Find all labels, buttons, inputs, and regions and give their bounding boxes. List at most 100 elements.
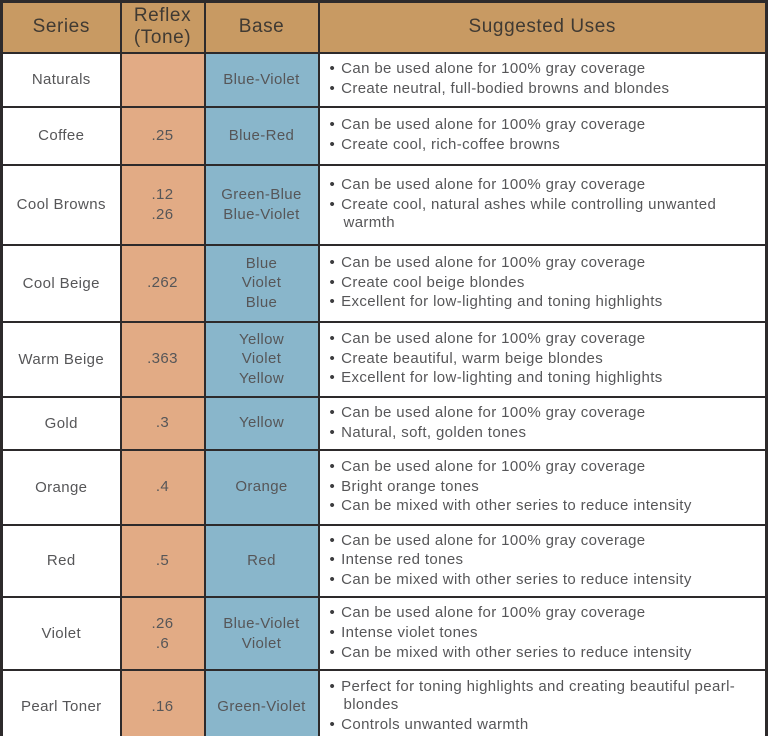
reflex-value: .363 (147, 350, 178, 368)
table-header: Series Reflex (Tone) Base Suggested Uses (0, 0, 768, 54)
base-cell: Yellow (203, 395, 320, 451)
reflex-tone-cell: .5 (119, 523, 206, 599)
base-value: Orange (235, 478, 288, 496)
reflex-value: .3 (155, 414, 170, 432)
uses-list: Can be used alone for 100% gray coverage… (330, 532, 758, 591)
use-item: Create cool, rich-coffee browns (330, 136, 758, 155)
use-item: Can be used alone for 100% gray coverage (330, 532, 758, 551)
base-value: Red (247, 552, 276, 570)
series-cell: Naturals (0, 51, 122, 108)
reflex-tone-cell: .26.6 (119, 596, 206, 672)
base-value: Yellow (238, 414, 285, 432)
uses-list: Can be used alone for 100% gray coverage… (330, 60, 758, 99)
series-cell: Cool Browns (0, 163, 122, 246)
reflex-value: .16 (151, 697, 174, 715)
base-value: Blue-Violet (223, 615, 300, 633)
table-row: Orange .4 Orange Can be used alone for 100%… (0, 448, 768, 526)
table-row: Cool Browns.12.26Green-BlueBlue-VioletCa… (0, 163, 768, 246)
use-item: Create cool beige blondes (330, 274, 758, 293)
uses-list: Perfect for toning highlights and creati… (330, 678, 758, 736)
base-value: Blue-Red (228, 126, 295, 144)
base-value: Violet (241, 350, 282, 368)
base-cell: Red (203, 523, 320, 599)
reflex-tone-cell: .12.26 (119, 163, 206, 246)
series-cell: Warm Beige (0, 320, 122, 398)
use-item: Can be used alone for 100% gray coverage (330, 176, 758, 195)
suggested-uses-cell: Can be used alone for 100% gray coverage… (317, 596, 768, 672)
series-cell: Cool Beige (0, 243, 122, 323)
table-row: Cool Beige.262BlueVioletBlueCan be used … (0, 243, 768, 323)
use-item: Can be used alone for 100% gray coverage (330, 254, 758, 273)
reflex-tone-cell: .363 (119, 320, 206, 398)
base-cell: Blue-Violet (203, 51, 320, 108)
reflex-tone-cell: .4 (119, 448, 206, 526)
series-cell: Red (0, 523, 122, 599)
use-item: Can be used alone for 100% gray coverage (330, 458, 758, 477)
base-value: Blue-Violet (223, 70, 300, 88)
use-item: Can be used alone for 100% gray coverage (330, 404, 758, 423)
suggested-uses-cell: Can be used alone for 100% gray coverage… (317, 523, 768, 599)
uses-list: Can be used alone for 100% gray coverage… (330, 116, 758, 155)
suggested-uses-cell: Can be used alone for 100% gray coverage… (317, 163, 768, 246)
use-item: Can be mixed with other series to reduce… (330, 644, 758, 663)
suggested-uses-cell: Can be used alone for 100% gray coverage… (317, 448, 768, 526)
base-cell: Green-Violet (203, 669, 320, 736)
header-suggested-uses: Suggested Uses (317, 0, 768, 54)
series-cell: Pearl Toner (0, 669, 122, 736)
table-row: Warm Beige.363YellowVioletYellowCan be u… (0, 320, 768, 398)
series-cell: Gold (0, 395, 122, 451)
use-item: Can be used alone for 100% gray coverage (330, 60, 758, 79)
use-item: Intense violet tones (330, 624, 758, 643)
uses-list: Can be used alone for 100% gray coverage… (330, 604, 758, 663)
base-cell: Blue-Red (203, 105, 320, 166)
header-reflex-tone: Reflex (Tone) (119, 0, 206, 54)
base-value: Green-Blue (221, 186, 302, 203)
base-cell: Yellow Violet Yellow (203, 320, 320, 398)
base-value: Violet (241, 634, 282, 652)
table-row: Red .5 Red Can be used alone for 100% gray … (0, 523, 768, 599)
uses-list: Can be used alone for 100% gray coverage… (330, 330, 758, 389)
use-item: Can be used alone for 100% gray coverage (330, 604, 758, 623)
use-item: Bright orange tones (330, 478, 758, 497)
reflex-value: .5 (155, 552, 170, 570)
reflex-tone-cell: .16 (119, 669, 206, 736)
use-item: Can be used alone for 100% gray coverage (330, 330, 758, 349)
reflex-value: .262 (147, 274, 178, 292)
table-row: Pearl Toner .16 Green-Violet Perfect for to… (0, 669, 768, 736)
use-item: Can be mixed with other series to reduce… (330, 497, 758, 516)
reflex-tone-cell: .262 (119, 243, 206, 323)
use-item: Excellent for low-lighting and toning hi… (330, 369, 758, 388)
reflex-value: .26 (151, 205, 174, 223)
uses-list: Can be used alone for 100% gray coverage… (330, 176, 758, 234)
reflex-value: .26 (151, 615, 174, 633)
uses-list: Can be used alone for 100% gray coverage… (330, 254, 758, 313)
series-cell: Orange (0, 448, 122, 526)
reflex-tone-cell: .25 (119, 105, 206, 166)
use-item: Controls unwanted warmth (330, 716, 758, 735)
base-value: Violet (241, 274, 282, 292)
use-item: Intense red tones (330, 551, 758, 570)
base-value: Blue (245, 293, 278, 311)
suggested-uses-cell: Can be used alone for 100% gray coverage… (317, 105, 768, 166)
series-cell: Coffee (0, 105, 122, 166)
reflex-value: .12 (151, 186, 174, 203)
base-value: Yellow (238, 330, 285, 348)
header-base: Base (203, 0, 320, 54)
use-item: Create neutral, full-bodied browns and b… (330, 80, 758, 99)
use-item: Create beautiful, warm beige blondes (330, 350, 758, 369)
base-value: Blue (245, 254, 278, 272)
use-item: Can be used alone for 100% gray coverage (330, 116, 758, 135)
base-cell: Blue Violet Blue (203, 243, 320, 323)
base-value: Blue-Violet (223, 205, 300, 223)
use-item: Natural, soft, golden tones (330, 424, 758, 443)
suggested-uses-cell: Perfect for toning highlights and creati… (317, 669, 768, 736)
reflex-value: .4 (155, 478, 170, 496)
suggested-uses-cell: Can be used alone for 100% gray coverage… (317, 320, 768, 398)
table-row: Coffee .25 Blue-Red Can be used alone for 1… (0, 105, 768, 166)
reflex-value: .25 (151, 126, 174, 144)
use-item: Excellent for low-lighting and toning hi… (330, 293, 758, 312)
base-cell: Orange (203, 448, 320, 526)
suggested-uses-cell: Can be used alone for 100% gray coverage… (317, 395, 768, 451)
header-row: Series Reflex (Tone) Base Suggested Uses (0, 0, 768, 54)
